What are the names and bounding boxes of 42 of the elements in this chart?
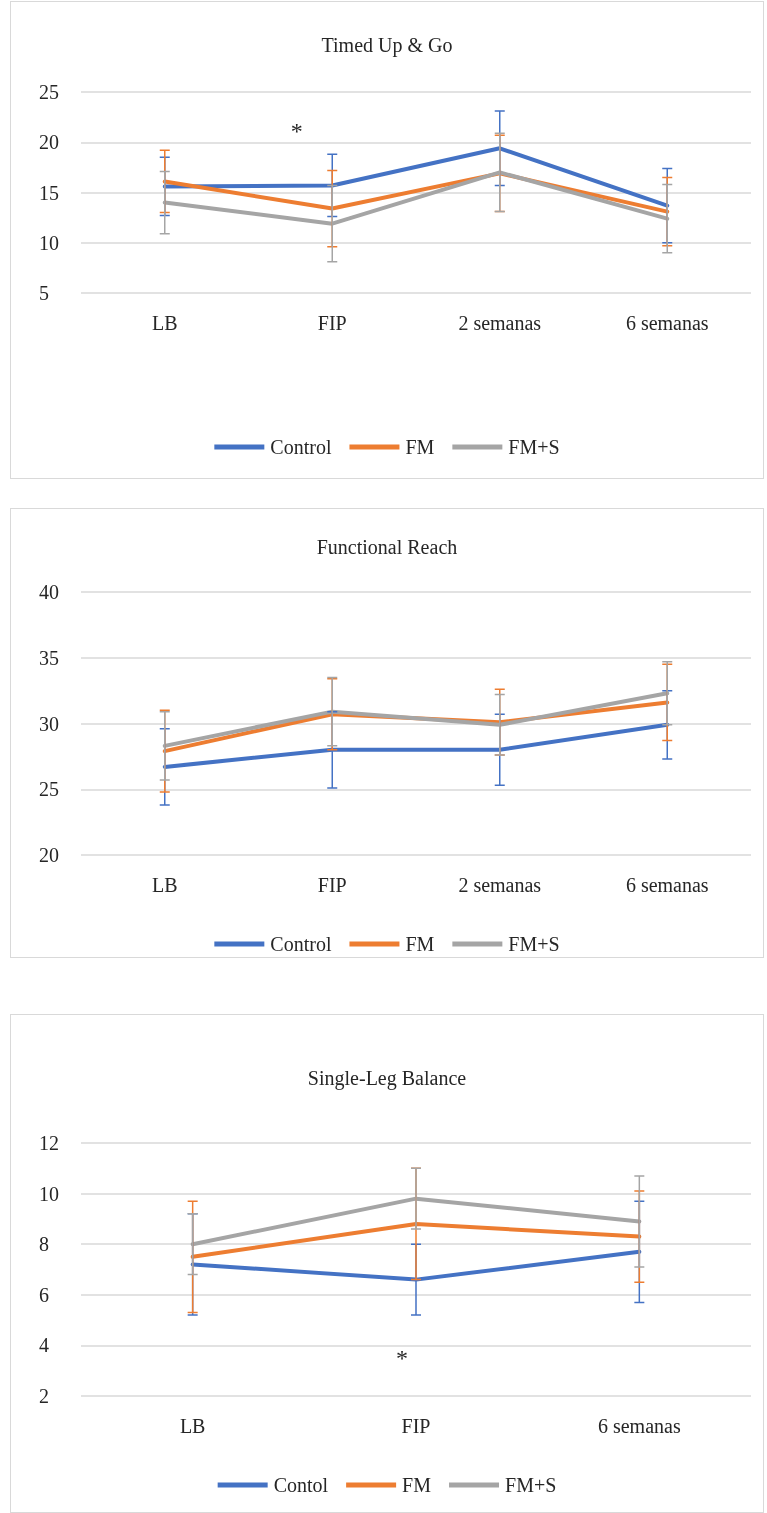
y-tick-label: 30 bbox=[39, 712, 59, 735]
y-tick-label: 10 bbox=[39, 1182, 59, 1205]
legend-label: FM+S bbox=[508, 436, 560, 458]
chart-title: Single-Leg Balance bbox=[307, 1067, 467, 1090]
x-tick-label: LB bbox=[151, 312, 178, 334]
legend-label: FM bbox=[402, 1474, 432, 1496]
y-tick-label: 35 bbox=[39, 646, 59, 669]
y-tick-label: 2 bbox=[39, 1385, 49, 1407]
y-tick-label: 8 bbox=[39, 1233, 49, 1256]
y-tick-label: 4 bbox=[39, 1334, 49, 1357]
x-tick-label: 2 semanas bbox=[458, 312, 542, 334]
legend-label: FM bbox=[405, 933, 435, 955]
y-tick-label: 25 bbox=[39, 778, 59, 801]
line-series bbox=[162, 146, 670, 208]
y-tick-label: 10 bbox=[39, 231, 59, 254]
legend-label: Control bbox=[270, 933, 332, 955]
chart-title: Timed Up & Go bbox=[321, 34, 453, 57]
y-tick-label: 12 bbox=[39, 1132, 59, 1154]
x-tick-label: 6 semanas bbox=[597, 1415, 681, 1437]
x-tick-label: 2 semanas bbox=[458, 874, 542, 896]
y-tick-label: 6 bbox=[39, 1283, 49, 1306]
y-tick-label: 25 bbox=[39, 81, 59, 103]
legend-label: FM bbox=[405, 436, 435, 458]
x-tick-label: LB bbox=[179, 1415, 206, 1437]
x-tick-label: FIP bbox=[401, 1415, 431, 1437]
legend-label: FM+S bbox=[508, 933, 560, 955]
y-tick-label: 5 bbox=[39, 282, 49, 304]
annotation: * bbox=[290, 117, 303, 144]
x-tick-label: 6 semanas bbox=[625, 312, 709, 334]
annotation: * bbox=[396, 1344, 409, 1371]
y-tick-label: 40 bbox=[39, 581, 59, 603]
y-tick-label: 20 bbox=[39, 131, 59, 154]
chart-title: Functional Reach bbox=[316, 536, 458, 558]
y-tick-label: 15 bbox=[39, 181, 59, 204]
y-tick-label: 20 bbox=[39, 844, 59, 866]
legend-label: Control bbox=[270, 436, 332, 458]
x-tick-label: LB bbox=[151, 874, 178, 896]
legend-label: Contol bbox=[273, 1474, 329, 1496]
legend-label: FM+S bbox=[505, 1474, 557, 1496]
x-tick-label: FIP bbox=[317, 312, 347, 334]
x-tick-label: FIP bbox=[317, 874, 347, 896]
x-tick-label: 6 semanas bbox=[625, 874, 709, 896]
